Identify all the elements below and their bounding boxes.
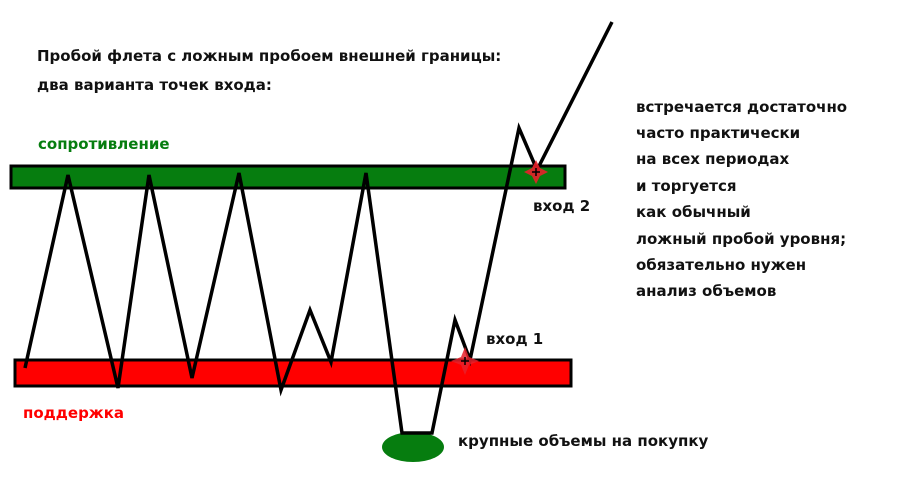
resistance-label: сопротивление (38, 135, 170, 153)
note-line: часто практически (636, 124, 801, 142)
entry-2-marker (524, 160, 548, 184)
resistance-band (9, 164, 567, 190)
note-line: и торгуется (636, 177, 737, 195)
volume-ellipse (382, 432, 444, 462)
entry-2-label: вход 2 (533, 197, 591, 215)
volume-label: крупные объемы на покупку (458, 432, 709, 450)
note-line: анализ объемов (636, 282, 777, 300)
entry-1-marker (451, 347, 479, 375)
title-line-2: два варианта точек входа: (37, 76, 272, 94)
note-line: обязательно нужен (636, 256, 807, 274)
note-line: ложный пробой уровня; (636, 230, 847, 248)
support-band (13, 358, 573, 388)
entry-1-label: вход 1 (486, 330, 544, 348)
note-line: на всех периодах (636, 150, 790, 168)
title-line-1: Пробой флета с ложным пробоем внешней гр… (37, 47, 502, 65)
note-line: встречается достаточно (636, 98, 848, 116)
note-line: как обычный (636, 203, 751, 221)
price-line (23, 21, 614, 435)
support-label: поддержка (23, 404, 125, 422)
